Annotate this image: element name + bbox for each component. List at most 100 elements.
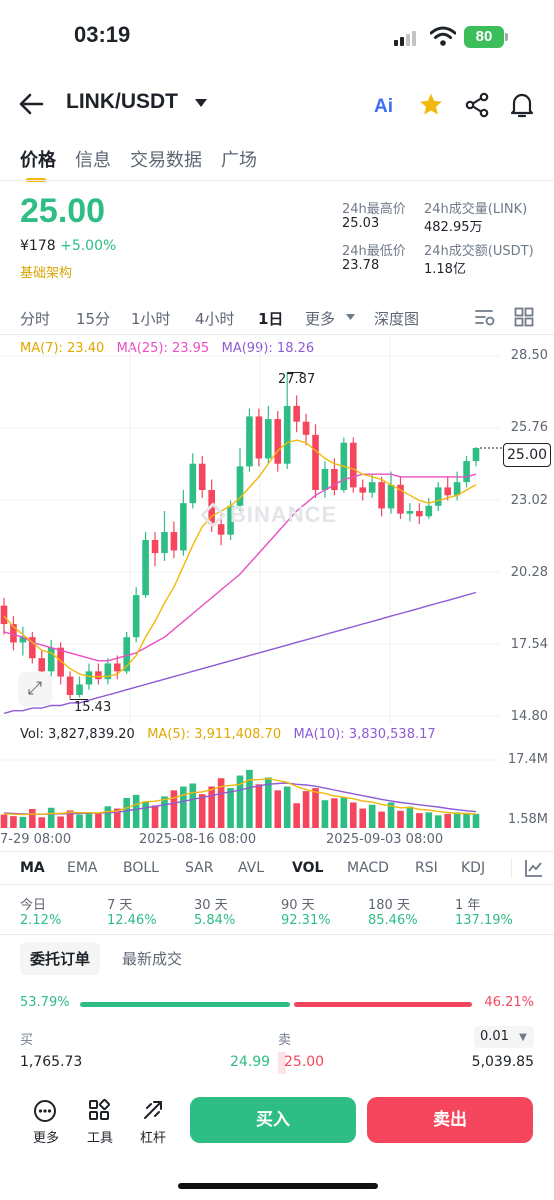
- volume-bar: [236, 775, 244, 828]
- candle-body: [227, 505, 234, 535]
- ask-price: 25.00: [284, 1054, 325, 1070]
- expand-chart-icon[interactable]: ⤢: [18, 672, 52, 706]
- candle-body: [66, 676, 74, 695]
- price-axis-tick: 23.02: [510, 493, 548, 508]
- ind-ma[interactable]: MA: [20, 860, 45, 876]
- perf-divider: [0, 934, 554, 935]
- candle-body: [378, 482, 385, 509]
- tf-line[interactable]: 分时: [20, 310, 51, 328]
- sell-button[interactable]: 卖出: [367, 1097, 533, 1143]
- buy-column-label: 买: [20, 1033, 34, 1048]
- price-chart[interactable]: [0, 335, 554, 725]
- tf-1h[interactable]: 1小时: [131, 310, 171, 328]
- volume-bar: [349, 802, 357, 828]
- leverage-label[interactable]: 杠杆: [140, 1131, 167, 1146]
- grid-layout-icon[interactable]: [514, 307, 534, 327]
- sell-ratio: 46.21%: [484, 995, 534, 1010]
- more-dots-icon[interactable]: [33, 1099, 57, 1123]
- low-label: 24h最低价: [342, 244, 406, 259]
- volume-bar: [208, 786, 215, 828]
- ind-vol[interactable]: VOL: [292, 860, 324, 876]
- indicator-settings-icon[interactable]: [524, 858, 544, 878]
- ind-kdj[interactable]: KDJ: [461, 860, 486, 876]
- ind-sar[interactable]: SAR: [185, 860, 214, 876]
- ind-macd[interactable]: MACD: [347, 860, 389, 876]
- candle-body: [463, 461, 470, 483]
- price-axis-tick: 25.76: [510, 420, 548, 435]
- cny-price: ¥178: [20, 238, 56, 254]
- ind-boll[interactable]: BOLL: [123, 860, 159, 876]
- back-arrow-icon[interactable]: [18, 92, 44, 116]
- tools-label[interactable]: 工具: [87, 1131, 114, 1146]
- more-caret-icon[interactable]: [345, 313, 356, 321]
- perf-value: 85.46%: [368, 913, 418, 928]
- volume-chart[interactable]: [0, 745, 554, 830]
- candle-body: [434, 487, 442, 506]
- candle-body: [283, 405, 291, 464]
- volume-bar: [472, 813, 480, 828]
- status-time: 03:19: [74, 22, 131, 47]
- perf-label: 90 天: [281, 898, 315, 913]
- candle-body: [312, 434, 319, 491]
- tab-recent-trades[interactable]: 最新成交: [122, 950, 183, 968]
- ind-ema[interactable]: EMA: [67, 860, 98, 876]
- ai-icon[interactable]: Ai: [374, 96, 393, 117]
- more-label[interactable]: 更多: [33, 1131, 60, 1146]
- share-icon[interactable]: [464, 92, 490, 118]
- ind-avl[interactable]: AVL: [238, 860, 265, 876]
- candle-body: [425, 505, 433, 517]
- amount-label: 24h成交额(USDT): [424, 244, 534, 259]
- tf-1d[interactable]: 1日: [258, 310, 284, 328]
- volume-bar: [38, 817, 46, 828]
- tab-trading-data[interactable]: 交易数据: [130, 150, 202, 171]
- volume-bar: [387, 802, 395, 828]
- tab-info[interactable]: 信息: [75, 150, 111, 171]
- perf-label: 7 天: [107, 898, 133, 913]
- bell-icon[interactable]: [510, 91, 534, 119]
- leverage-icon[interactable]: [142, 1099, 164, 1121]
- favorite-star-icon[interactable]: [418, 92, 444, 117]
- buy-button[interactable]: 买入: [190, 1097, 356, 1143]
- volume-bar: [274, 790, 282, 828]
- sell-ratio-bar: [294, 1002, 472, 1007]
- price-axis-tick: 14.80: [510, 709, 548, 724]
- candle-body: [38, 658, 46, 672]
- volume-bar: [113, 808, 121, 828]
- pair-title[interactable]: LINK/USDT: [66, 90, 178, 113]
- chart-settings-icon[interactable]: [474, 307, 496, 327]
- candle-body: [302, 421, 310, 435]
- candle-body: [236, 466, 244, 506]
- volume-bar: [255, 784, 263, 828]
- candle-body: [331, 468, 338, 491]
- tab-square[interactable]: 广场: [221, 150, 257, 171]
- candle-body: [274, 419, 282, 464]
- candle-body: [444, 487, 451, 496]
- tf-15m[interactable]: 15分: [76, 310, 111, 328]
- tab-order-book[interactable]: 委托订单: [20, 942, 101, 975]
- volume-bar: [321, 800, 329, 828]
- perf-label: 180 天: [368, 898, 410, 913]
- vol-legend: Vol: 3,827,839.20: [20, 727, 135, 742]
- price-axis-tick: 20.28: [510, 565, 548, 580]
- tf-4h[interactable]: 4小时: [195, 310, 235, 328]
- home-indicator: [178, 1183, 378, 1189]
- dropdown-caret-icon[interactable]: [194, 98, 208, 108]
- ind-rsi[interactable]: RSI: [415, 860, 438, 876]
- candle-body: [170, 532, 178, 551]
- precision-select[interactable]: 0.01 ▼: [474, 1026, 534, 1048]
- volume-bar: [265, 777, 272, 828]
- tab-price[interactable]: 价格: [20, 150, 56, 171]
- category-tag[interactable]: 基础架构: [20, 266, 73, 281]
- buy-ratio: 53.79%: [20, 995, 70, 1010]
- candle-body: [132, 595, 140, 638]
- volume-bar: [453, 812, 461, 828]
- volume-axis-tick: 1.58M: [507, 812, 548, 827]
- tf-depth[interactable]: 深度图: [374, 310, 420, 328]
- tools-icon[interactable]: [88, 1099, 110, 1121]
- precision-value: 0.01: [480, 1029, 509, 1044]
- tf-more[interactable]: 更多: [305, 310, 336, 328]
- candle-body: [293, 405, 300, 422]
- volume-axis-tick: 17.4M: [507, 752, 548, 767]
- candle-body: [246, 416, 253, 467]
- candle-body: [189, 463, 197, 504]
